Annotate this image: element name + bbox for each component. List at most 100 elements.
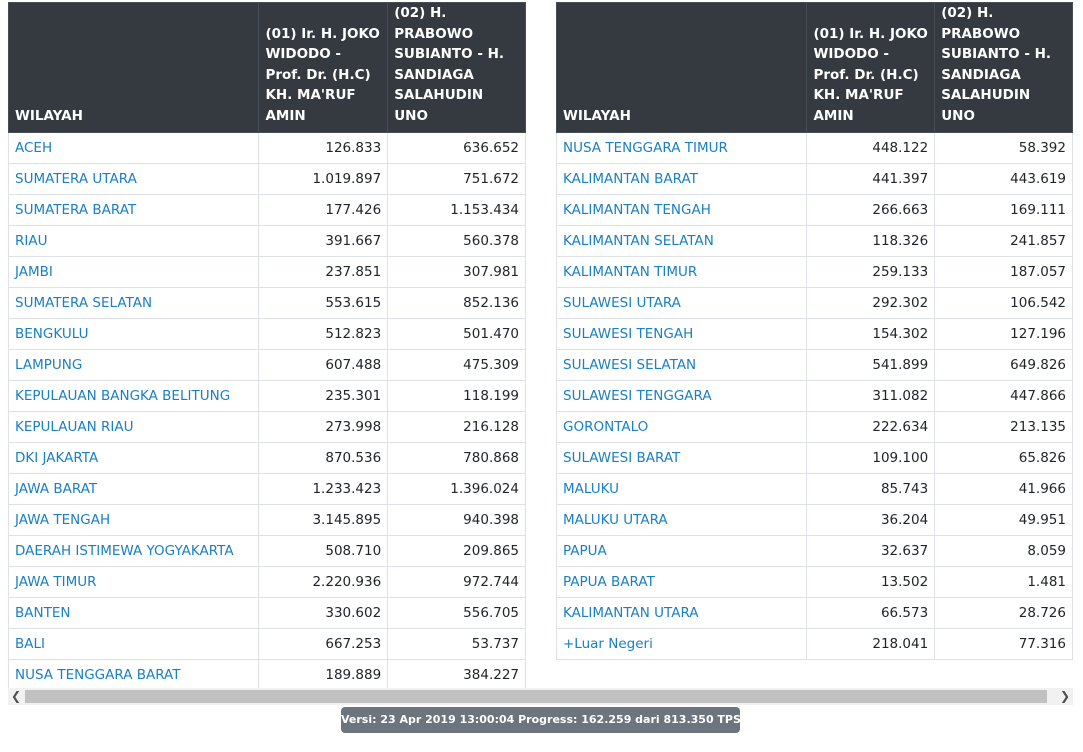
- horizontal-scrollbar[interactable]: ❮ ❯: [8, 688, 1073, 705]
- table-row: SULAWESI TENGAH 154.302 127.196: [555, 318, 1073, 350]
- candidate-2-votes: 560.378: [387, 225, 526, 257]
- table-row: +Luar Negeri 218.041 77.316: [555, 628, 1073, 660]
- region-link[interactable]: KALIMANTAN TENGAH: [563, 202, 711, 218]
- column-header-wilayah: WILAYAH: [555, 2, 808, 133]
- region-cell: DKI JAKARTA: [7, 442, 260, 474]
- region-link[interactable]: SULAWESI BARAT: [563, 450, 681, 466]
- region-link[interactable]: PAPUA BARAT: [563, 574, 655, 590]
- column-header-candidate-2: (02) H. PRABOWO SUBIANTO - H. SANDIAGA S…: [387, 2, 526, 133]
- region-link[interactable]: ACEH: [15, 140, 53, 156]
- table-row: LAMPUNG 607.488 475.309: [7, 349, 526, 381]
- region-link[interactable]: MALUKU: [563, 481, 619, 497]
- candidate-1-votes: 541.899: [806, 349, 936, 381]
- region-link[interactable]: SUMATERA UTARA: [15, 171, 137, 187]
- candidate-1-votes: 667.253: [258, 628, 389, 660]
- region-link[interactable]: MALUKU UTARA: [563, 512, 668, 528]
- candidate-2-votes: 636.652: [387, 132, 526, 164]
- region-cell: KALIMANTAN UTARA: [555, 597, 808, 629]
- table-row: KALIMANTAN SELATAN 118.326 241.857: [555, 225, 1073, 257]
- table-row: NUSA TENGGARA TIMUR 448.122 58.392: [555, 132, 1073, 164]
- candidate-1-votes: 292.302: [806, 287, 936, 319]
- table-row: GORONTALO 222.634 213.135: [555, 411, 1073, 443]
- candidate-2-votes: 1.153.434: [387, 194, 526, 226]
- candidate-1-votes: 870.536: [258, 442, 389, 474]
- table-row: ACEH 126.833 636.652: [7, 132, 526, 164]
- region-link[interactable]: GORONTALO: [563, 419, 649, 435]
- region-link[interactable]: SULAWESI TENGAH: [563, 326, 694, 342]
- region-link[interactable]: JAWA TIMUR: [15, 574, 97, 590]
- candidate-1-votes: 311.082: [806, 380, 936, 412]
- candidate-1-votes: 266.663: [806, 194, 936, 226]
- region-link[interactable]: DKI JAKARTA: [15, 450, 99, 466]
- candidate-1-votes: 607.488: [258, 349, 389, 381]
- region-link[interactable]: JAWA TENGAH: [15, 512, 111, 528]
- scrollbar-thumb[interactable]: [25, 690, 1047, 703]
- table-row: KALIMANTAN UTARA 66.573 28.726: [555, 597, 1073, 629]
- region-cell: KALIMANTAN BARAT: [555, 163, 808, 195]
- column-header-candidate-1: (01) Ir. H. JOKO WIDODO - Prof. Dr. (H.C…: [806, 2, 936, 133]
- region-link[interactable]: BANTEN: [15, 605, 71, 621]
- candidate-2-votes: 475.309: [387, 349, 526, 381]
- region-link[interactable]: SUMATERA BARAT: [15, 202, 137, 218]
- region-cell: SULAWESI BARAT: [555, 442, 808, 474]
- region-link[interactable]: SULAWESI TENGGARA: [563, 388, 712, 404]
- region-cell: SULAWESI SELATAN: [555, 349, 808, 381]
- table-row: KEPULAUAN RIAU 273.998 216.128: [7, 411, 526, 443]
- candidate-2-votes: 127.196: [934, 318, 1073, 350]
- candidate-1-votes: 512.823: [258, 318, 389, 350]
- candidate-2-votes: 169.111: [934, 194, 1073, 226]
- region-link[interactable]: JAMBI: [15, 264, 53, 280]
- table-header-row: WILAYAH (01) Ir. H. JOKO WIDODO - Prof. …: [7, 2, 526, 133]
- table-row: JAMBI 237.851 307.981: [7, 256, 526, 288]
- region-link[interactable]: BALI: [15, 636, 45, 652]
- table-row: BENGKULU 512.823 501.470: [7, 318, 526, 350]
- candidate-1-votes: 391.667: [258, 225, 389, 257]
- table-row: KALIMANTAN BARAT 441.397 443.619: [555, 163, 1073, 195]
- candidate-1-votes: 259.133: [806, 256, 936, 288]
- region-link[interactable]: SUMATERA SELATAN: [15, 295, 153, 311]
- region-link[interactable]: KEPULAUAN BANGKA BELITUNG: [15, 388, 231, 404]
- table-row: SULAWESI TENGGARA 311.082 447.866: [555, 380, 1073, 412]
- table-header-row: WILAYAH (01) Ir. H. JOKO WIDODO - Prof. …: [555, 2, 1073, 133]
- region-link[interactable]: KALIMANTAN TIMUR: [563, 264, 698, 280]
- region-cell: RIAU: [7, 225, 260, 257]
- region-link[interactable]: SULAWESI SELATAN: [563, 357, 697, 373]
- region-link[interactable]: PAPUA: [563, 543, 607, 559]
- region-link[interactable]: KEPULAUAN RIAU: [15, 419, 134, 435]
- chevron-right-icon[interactable]: ❯: [1059, 689, 1071, 703]
- region-link[interactable]: KALIMANTAN UTARA: [563, 605, 699, 621]
- candidate-1-votes: 3.145.895: [258, 504, 389, 536]
- table-row: SULAWESI SELATAN 541.899 649.826: [555, 349, 1073, 381]
- table-row: BANTEN 330.602 556.705: [7, 597, 526, 629]
- candidate-1-votes: 273.998: [258, 411, 389, 443]
- candidate-1-votes: 441.397: [806, 163, 936, 195]
- region-cell: BANTEN: [7, 597, 260, 629]
- column-header-candidate-1: (01) Ir. H. JOKO WIDODO - Prof. Dr. (H.C…: [258, 2, 389, 133]
- region-cell: BENGKULU: [7, 318, 260, 350]
- region-link[interactable]: LAMPUNG: [15, 357, 83, 373]
- region-link[interactable]: +Luar Negeri: [563, 636, 653, 652]
- table-row: SUMATERA BARAT 177.426 1.153.434: [7, 194, 526, 226]
- region-link[interactable]: DAERAH ISTIMEWA YOGYAKARTA: [15, 543, 234, 559]
- candidate-2-votes: 106.542: [934, 287, 1073, 319]
- region-link[interactable]: RIAU: [15, 233, 48, 249]
- candidate-1-votes: 118.326: [806, 225, 936, 257]
- region-link[interactable]: SULAWESI UTARA: [563, 295, 681, 311]
- candidate-2-votes: 556.705: [387, 597, 526, 629]
- region-link[interactable]: NUSA TENGGARA TIMUR: [563, 140, 728, 156]
- chevron-left-icon[interactable]: ❮: [10, 689, 22, 703]
- region-cell: MALUKU UTARA: [555, 504, 808, 536]
- region-link[interactable]: JAWA BARAT: [15, 481, 98, 497]
- candidate-2-votes: 1.481: [934, 566, 1073, 598]
- region-link[interactable]: BENGKULU: [15, 326, 89, 342]
- region-link[interactable]: KALIMANTAN BARAT: [563, 171, 698, 187]
- region-cell: PAPUA: [555, 535, 808, 567]
- candidate-2-votes: 649.826: [934, 349, 1073, 381]
- candidate-2-votes: 77.316: [934, 628, 1073, 660]
- candidate-2-votes: 65.826: [934, 442, 1073, 474]
- candidate-2-votes: 209.865: [387, 535, 526, 567]
- region-link[interactable]: KALIMANTAN SELATAN: [563, 233, 714, 249]
- region-link[interactable]: NUSA TENGGARA BARAT: [15, 667, 181, 683]
- region-cell: LAMPUNG: [7, 349, 260, 381]
- region-cell: GORONTALO: [555, 411, 808, 443]
